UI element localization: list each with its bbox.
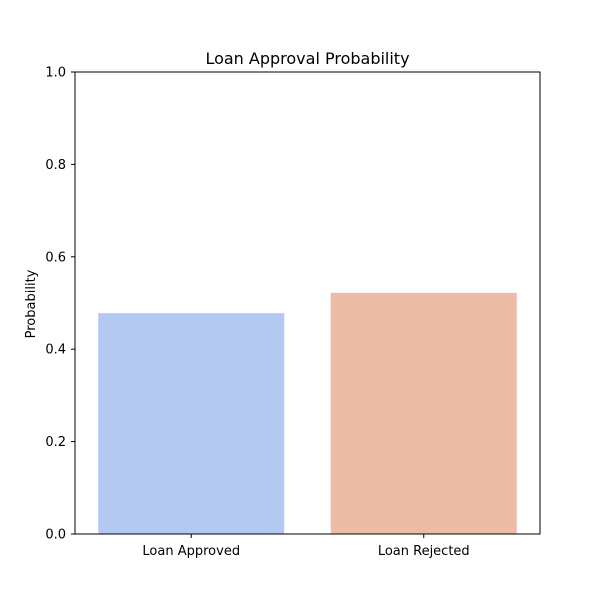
y-tick-label: 0.0 bbox=[45, 528, 66, 543]
y-tick-label: 0.2 bbox=[45, 435, 66, 450]
y-tick-label: 0.4 bbox=[45, 343, 66, 358]
y-axis-ticks: 0.0 0.2 0.4 0.6 0.8 1.0 bbox=[45, 66, 75, 543]
bar-loan-rejected bbox=[330, 292, 517, 534]
y-tick-label: 0.6 bbox=[45, 250, 66, 265]
x-axis-ticks: Loan Approved Loan Rejected bbox=[142, 534, 470, 559]
x-tick-label: Loan Approved bbox=[142, 544, 240, 559]
y-axis-label: Probability bbox=[24, 269, 39, 338]
plot-frame bbox=[74, 71, 541, 535]
bar-loan-approved bbox=[98, 313, 285, 534]
bars-group bbox=[98, 292, 517, 534]
y-tick-label: 1.0 bbox=[45, 66, 66, 81]
chart-title: Loan Approval Probability bbox=[205, 49, 409, 68]
y-tick-label: 0.8 bbox=[45, 158, 66, 173]
x-tick-label: Loan Rejected bbox=[378, 544, 470, 559]
